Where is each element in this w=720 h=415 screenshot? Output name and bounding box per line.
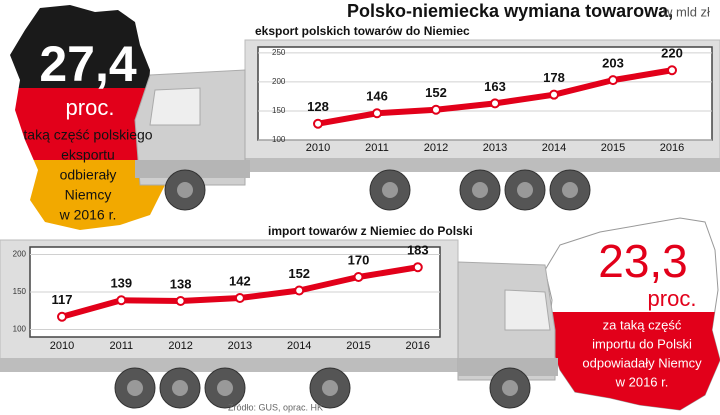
point [57,311,67,322]
point [372,108,382,119]
source: Źródło: GUS, oprac. HK [228,402,323,412]
callout-text: taką część polskiego [23,127,152,143]
x-tick-label: 2014 [542,142,566,154]
x-tick-label: 2013 [228,340,252,352]
callout-text: w 2016 r. [59,207,117,223]
data-label: 117 [52,292,73,307]
y-tick-label: 200 [13,250,27,259]
data-label: 142 [229,273,251,288]
data-label: 152 [288,266,310,281]
point [234,293,245,303]
point [353,272,364,282]
subtitle: w mld zł [662,4,710,19]
y-tick-label: 250 [272,48,286,57]
data-label: 138 [170,276,192,291]
x-tick-label: 2015 [346,340,370,352]
title: Polsko-niemiecka wymiana towarowa, [347,1,673,21]
callout-text: Niemcy [65,187,112,203]
data-label: 146 [366,89,388,104]
data-label: 152 [425,85,447,100]
x-tick-label: 2010 [306,142,330,154]
chart-title: eksport polskich towarów do Niemiec [255,24,470,38]
callout-text: w 2016 r. [615,374,669,389]
point [431,104,441,115]
x-tick-label: 2016 [660,142,684,154]
point [667,65,677,76]
callout-value: 27,4 [39,36,137,92]
point [175,296,186,306]
data-label: 178 [543,70,565,85]
x-tick-label: 2013 [483,142,507,154]
data-label: 203 [602,56,624,71]
x-tick-label: 2010 [50,340,74,352]
data-label: 128 [307,99,329,114]
data-label: 139 [110,276,132,291]
point [490,98,500,109]
data-label: 170 [348,252,370,267]
chart-title: import towarów z Niemiec do Polski [268,224,473,238]
x-tick-label: 2011 [109,340,133,352]
x-tick-label: 2011 [365,142,389,154]
callout-text: za taką część [603,317,682,332]
x-tick-label: 2015 [601,142,625,154]
y-tick-label: 150 [272,106,286,115]
point [313,118,323,129]
point [294,285,305,296]
point [549,89,559,100]
callout-text: eksportu [61,147,115,163]
x-tick-label: 2016 [406,340,430,352]
x-tick-label: 2012 [424,142,448,154]
data-label: 163 [484,79,506,94]
x-tick-label: 2012 [168,340,192,352]
y-tick-label: 100 [13,325,27,334]
data-label: 220 [661,46,683,61]
y-tick-label: 150 [13,287,27,296]
data-label: 183 [407,243,429,258]
plot-area [257,46,713,141]
x-tick-label: 2014 [287,340,311,352]
callout-unit: proc. [648,286,697,311]
y-tick-label: 200 [272,77,286,86]
callout-text: odbierały [60,167,117,183]
y-tick-label: 100 [272,135,286,144]
point [608,75,618,86]
callout-text: importu do Polski [592,336,692,351]
callout-unit: proc. [66,95,115,120]
point [116,295,127,306]
callout-value: 23,3 [598,235,688,287]
callout-text: odpowiadały Niemcy [582,355,702,370]
point [412,262,423,273]
